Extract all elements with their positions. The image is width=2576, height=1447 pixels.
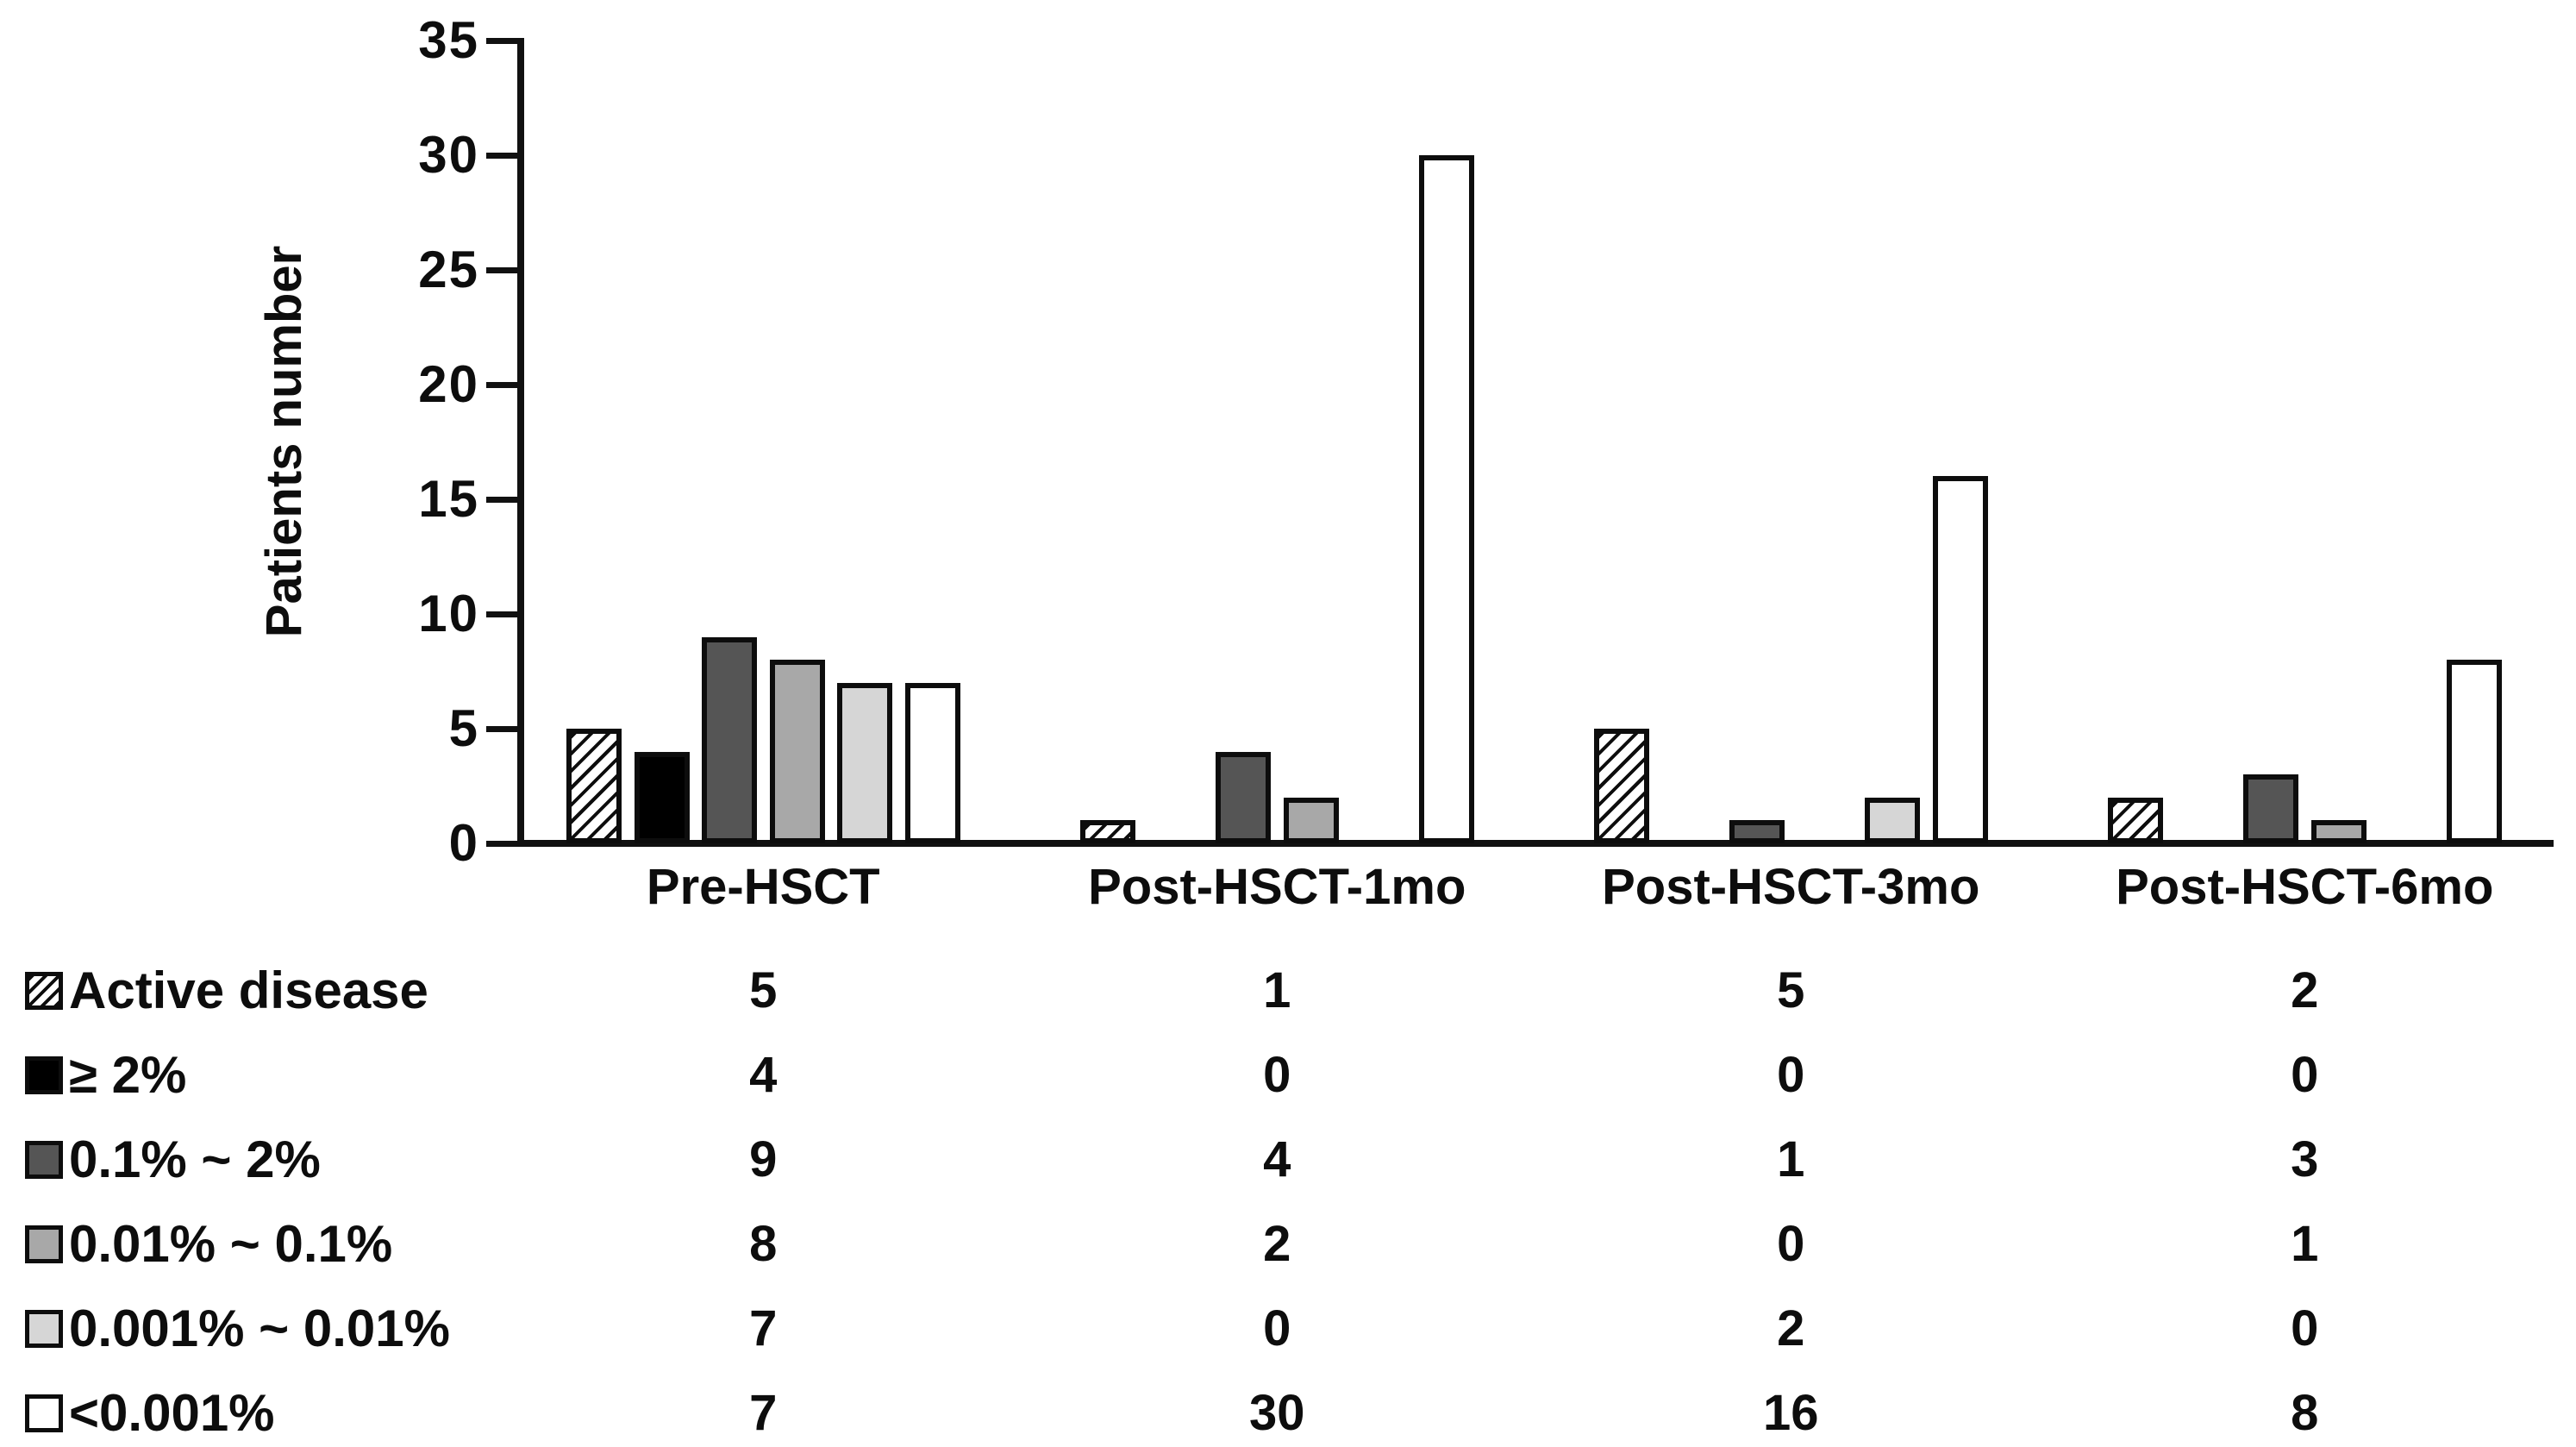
y-tick-mark (486, 152, 517, 159)
y-tick-label: 35 (418, 11, 479, 69)
value-cell: 2 (1777, 1300, 1805, 1356)
bar (1080, 820, 1135, 843)
value-cell: 8 (2291, 1385, 2319, 1441)
bar (837, 682, 892, 843)
value-cell: 16 (1762, 1385, 1819, 1441)
y-axis-line (517, 38, 524, 847)
bar (1283, 797, 1339, 843)
value-cell: 8 (749, 1216, 778, 1272)
legend-row: Active disease 5 1 5 2 (0, 957, 2576, 1024)
value-cell: 3 (2291, 1131, 2319, 1187)
value-cell: 0 (1777, 1047, 1805, 1103)
value-cell: 5 (749, 962, 778, 1018)
category-label: Post-HSCT-3mo (1602, 859, 1980, 915)
legend-label: 0.1% ~ 2% (69, 1131, 321, 1188)
legend-label: 0.01% ~ 0.1% (69, 1215, 393, 1273)
value-cell: 7 (749, 1300, 778, 1356)
y-tick-label: 5 (448, 699, 479, 757)
legend-row: 0.01% ~ 0.1% 8 2 0 1 (0, 1211, 2576, 1278)
legend-label: 0.001% ~ 0.01% (69, 1300, 451, 1357)
y-tick-mark (486, 381, 517, 388)
value-cell: 2 (1263, 1216, 1291, 1272)
value-cell: 1 (1263, 962, 1291, 1018)
y-tick-mark (486, 725, 517, 732)
bar (566, 729, 622, 843)
value-cell: 0 (2291, 1300, 2319, 1356)
bar (1418, 155, 1474, 843)
value-cell: 0 (2291, 1047, 2319, 1103)
legend-row: 0.1% ~ 2% 9 4 1 3 (0, 1126, 2576, 1193)
y-tick-label: 10 (418, 585, 479, 642)
bar (1216, 751, 1271, 843)
category-label: Post-HSCT-1mo (1088, 859, 1466, 915)
bar (702, 636, 757, 843)
legend-label: <0.001% (69, 1384, 275, 1442)
value-cell: 4 (1263, 1131, 1291, 1187)
x-axis-line (517, 840, 2554, 847)
bar (769, 660, 825, 843)
y-tick-label: 0 (448, 814, 479, 872)
legend-swatch (25, 1394, 63, 1432)
legend-row: ≥ 2% 4 0 0 0 (0, 1042, 2576, 1109)
legend-row: 0.001% ~ 0.01% 7 0 2 0 (0, 1295, 2576, 1362)
bar (2310, 820, 2367, 843)
bar (634, 751, 690, 843)
y-tick-label: 20 (418, 355, 479, 413)
category-label: Pre-HSCT (646, 859, 880, 915)
y-tick-mark (486, 611, 517, 617)
value-cell: 2 (2291, 962, 2319, 1018)
y-axis-title: Patients number (256, 245, 312, 638)
y-tick-mark (486, 266, 517, 273)
legend-swatch (25, 1056, 63, 1094)
bar (1729, 820, 1785, 843)
bar (1865, 797, 1920, 843)
bar (1594, 729, 1649, 843)
value-cell: 4 (749, 1047, 778, 1103)
y-tick-label: 30 (418, 126, 479, 184)
value-cell: 1 (2291, 1216, 2319, 1272)
legend-row: <0.001% 7 30 16 8 (0, 1380, 2576, 1447)
legend-swatch (25, 1225, 63, 1263)
bar (904, 682, 960, 843)
value-cell: 7 (749, 1385, 778, 1441)
y-tick-label: 25 (418, 241, 479, 298)
value-cell: 1 (1777, 1131, 1805, 1187)
value-cell: 9 (749, 1131, 778, 1187)
legend-swatch (25, 972, 63, 1010)
y-tick-mark (486, 840, 517, 847)
legend-swatch (25, 1141, 63, 1179)
legend-label: Active disease (69, 962, 428, 1019)
category-label: Post-HSCT-6mo (2116, 859, 2494, 915)
value-cell: 0 (1777, 1216, 1805, 1272)
value-cell: 5 (1777, 962, 1805, 1018)
legend-swatch (25, 1310, 63, 1348)
y-tick-label: 15 (418, 470, 479, 528)
bar (2243, 774, 2298, 843)
bar (2446, 660, 2502, 843)
bar (2108, 797, 2163, 843)
value-cell: 0 (1263, 1300, 1291, 1356)
value-cell: 30 (1248, 1385, 1305, 1441)
bar (1932, 476, 1988, 843)
legend-label: ≥ 2% (69, 1046, 187, 1104)
value-cell: 0 (1263, 1047, 1291, 1103)
y-tick-mark (486, 496, 517, 503)
y-tick-mark (486, 37, 517, 44)
